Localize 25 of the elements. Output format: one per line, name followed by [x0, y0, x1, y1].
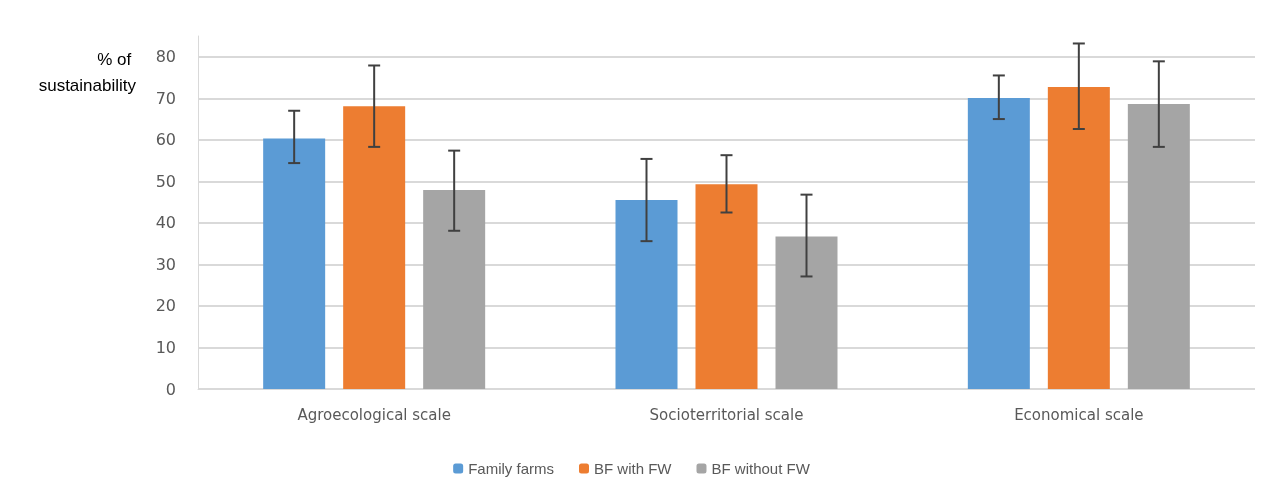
legend-label: BF with FW: [593, 460, 673, 477]
x-tick-label: Agroecological scale: [297, 405, 451, 424]
bar: [1047, 87, 1110, 389]
bar: [967, 97, 1030, 389]
y-tick-label: 50: [155, 171, 176, 191]
bar: [775, 236, 838, 389]
y-tick-label: 60: [155, 130, 176, 150]
y-tick-label: 10: [155, 337, 176, 357]
bar: [1127, 104, 1190, 389]
y-tick-label: 40: [155, 213, 176, 233]
y-tick-label: 20: [155, 296, 176, 316]
legend-label: Family farms: [468, 460, 554, 477]
bar: [615, 200, 678, 389]
bar: [695, 184, 758, 389]
bar: [343, 106, 406, 389]
y-tick-label: 0: [165, 379, 176, 399]
x-tick-label: Socioterritorial scale: [649, 405, 804, 424]
bar: [423, 190, 486, 389]
bar: [263, 138, 326, 389]
y-tick-label: 80: [155, 47, 176, 67]
y-tick-label: 70: [155, 88, 176, 108]
x-tick-label: Economical scale: [1014, 405, 1144, 424]
legend-label: BF without FW: [711, 460, 811, 477]
y-axis-title: % of sustainability: [38, 49, 137, 95]
y-tick-label: 30: [155, 254, 176, 274]
